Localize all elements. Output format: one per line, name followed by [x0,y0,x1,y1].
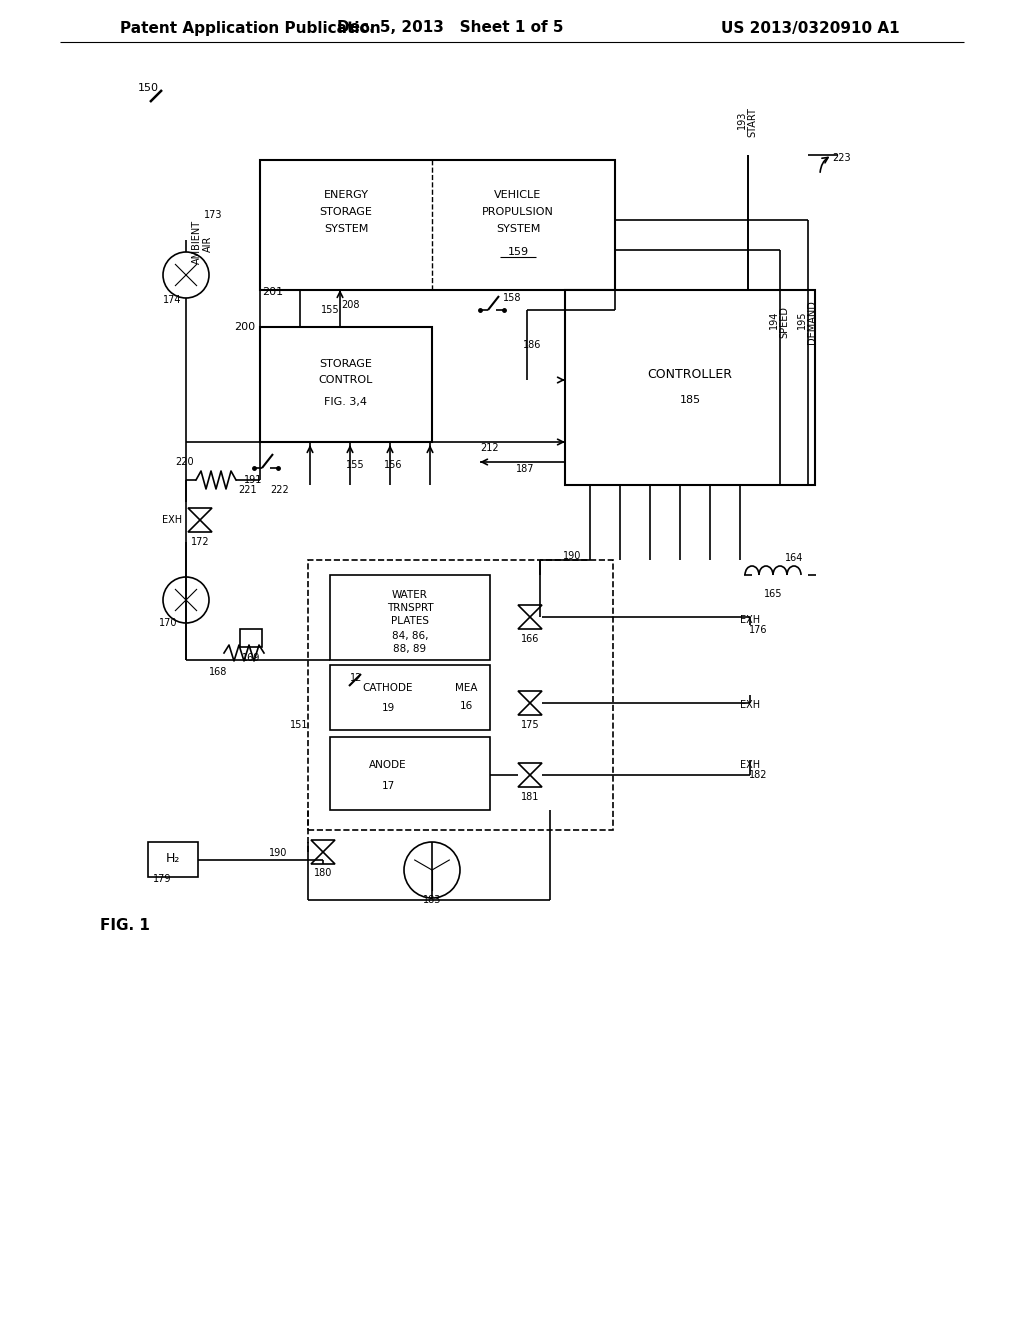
Text: 190: 190 [563,550,582,561]
Text: CATHODE: CATHODE [362,682,414,693]
Text: 180: 180 [313,869,332,878]
Text: AIR: AIR [203,236,213,252]
Text: 201: 201 [262,286,283,297]
Text: TRNSPRT: TRNSPRT [387,603,433,612]
Text: 179: 179 [153,874,171,884]
Text: MEA: MEA [455,682,477,693]
Text: START: START [746,107,757,137]
Text: 16: 16 [460,701,473,711]
Bar [330,737,490,810]
Text: 182: 182 [749,770,767,780]
Text: 155: 155 [321,305,339,315]
Text: 222: 222 [270,484,290,495]
Text: 212: 212 [480,444,500,453]
Bar [330,665,490,730]
Text: 194: 194 [769,310,779,329]
Text: 19: 19 [381,704,394,713]
Text: 17: 17 [381,781,394,791]
Text: 175: 175 [520,719,540,730]
Text: 190: 190 [269,847,287,858]
Text: 156: 156 [384,459,402,470]
Text: EXH: EXH [740,700,760,710]
Text: 174: 174 [163,294,181,305]
Text: EXH: EXH [740,760,760,770]
Text: 169: 169 [242,653,260,663]
Bar [260,327,432,442]
Text: 193: 193 [737,111,746,129]
Polygon shape [518,775,542,787]
Text: 223: 223 [833,153,851,162]
Polygon shape [518,690,542,704]
Text: 173: 173 [204,210,222,220]
Text: Patent Application Publication: Patent Application Publication [120,21,381,36]
Text: AMBIENT: AMBIENT [193,220,202,264]
Text: 155: 155 [346,459,365,470]
Text: ANODE: ANODE [370,760,407,770]
Text: 208: 208 [341,300,359,310]
Text: SYSTEM: SYSTEM [496,224,541,234]
Polygon shape [188,520,212,532]
Text: Dec. 5, 2013   Sheet 1 of 5: Dec. 5, 2013 Sheet 1 of 5 [337,21,563,36]
Text: 195: 195 [797,310,807,329]
Polygon shape [311,840,335,851]
Bar [330,576,490,660]
Text: 221: 221 [239,484,257,495]
Bar [260,160,615,290]
Text: 185: 185 [680,395,700,405]
Text: 186: 186 [523,341,542,350]
Text: DEMAND: DEMAND [807,300,817,345]
Text: 170: 170 [159,618,177,628]
Polygon shape [518,605,542,616]
Polygon shape [311,851,335,865]
Bar [308,560,613,830]
Text: 176: 176 [749,624,767,635]
Text: 200: 200 [233,322,255,333]
Text: 88, 89: 88, 89 [393,644,427,653]
Text: STORAGE: STORAGE [319,359,373,370]
Text: VEHICLE: VEHICLE [495,190,542,201]
Text: 187: 187 [516,465,535,474]
Text: 150: 150 [138,83,159,92]
Text: 172: 172 [190,537,209,546]
Text: 165: 165 [764,589,782,599]
Text: US 2013/0320910 A1: US 2013/0320910 A1 [721,21,900,36]
Text: FIG. 3,4: FIG. 3,4 [325,397,368,407]
Text: 151: 151 [290,719,308,730]
Text: 166: 166 [521,634,540,644]
Text: 159: 159 [508,247,528,257]
Text: ENERGY: ENERGY [324,190,369,201]
Text: SYSTEM: SYSTEM [324,224,369,234]
Polygon shape [518,616,542,630]
Polygon shape [518,763,542,775]
Text: STORAGE: STORAGE [319,207,373,216]
Text: H₂: H₂ [166,853,180,866]
Text: 158: 158 [503,293,521,304]
Text: 84, 86,: 84, 86, [392,631,428,642]
Text: 183: 183 [423,895,441,906]
Text: PLATES: PLATES [391,616,429,626]
Text: CONTROL: CONTROL [318,375,373,385]
Polygon shape [518,704,542,715]
Text: PROPULSION: PROPULSION [482,207,554,216]
Polygon shape [188,508,212,520]
Text: FIG. 1: FIG. 1 [100,917,150,932]
Bar [240,630,262,647]
Text: EXH: EXH [740,615,760,624]
Text: EXH: EXH [162,515,182,525]
Text: WATER: WATER [392,590,428,601]
Text: 164: 164 [785,553,804,564]
Text: 12: 12 [350,673,362,682]
Bar [148,842,198,876]
Text: 181: 181 [521,792,540,803]
Text: 191: 191 [244,475,262,484]
Text: CONTROLLER: CONTROLLER [647,368,732,381]
Text: SPEED: SPEED [779,306,790,338]
Bar [565,290,815,484]
Text: 220: 220 [176,457,195,467]
Text: 168: 168 [209,667,227,677]
